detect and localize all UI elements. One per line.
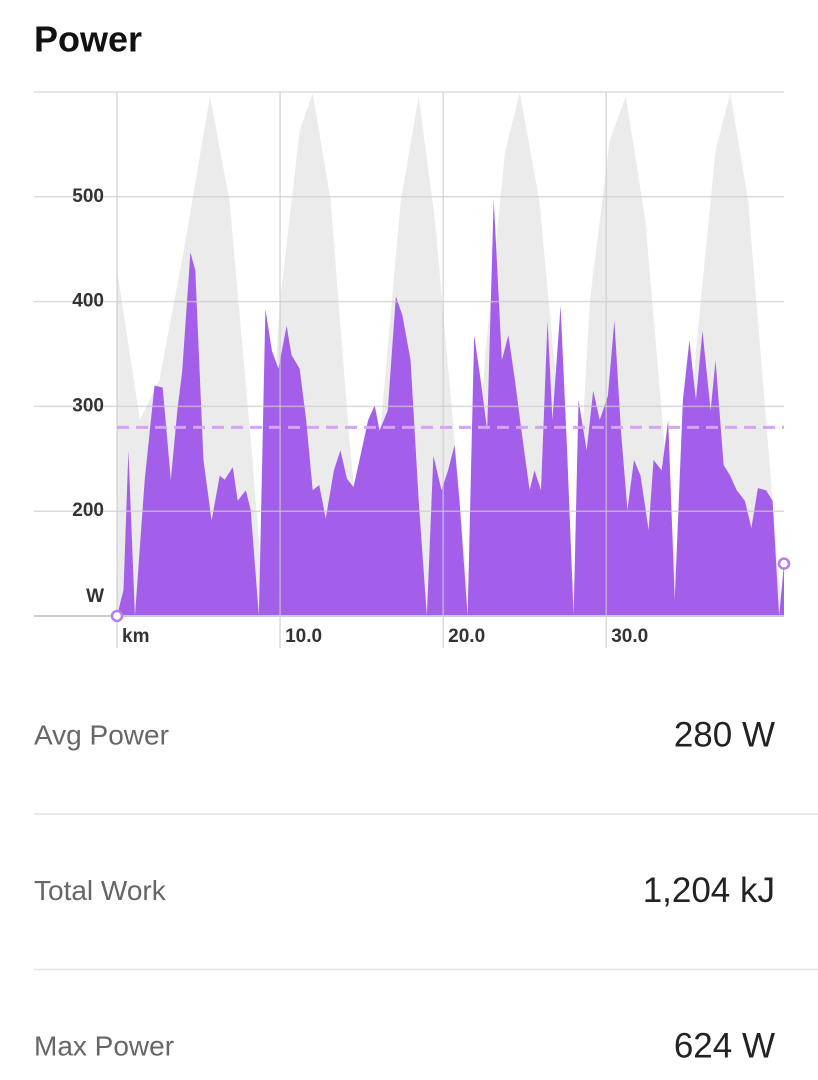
y-tick-label: 300	[72, 395, 104, 416]
y-tick-label: 500	[72, 186, 104, 207]
x-tick-label: 30.0	[611, 626, 648, 647]
end-marker	[110, 609, 124, 623]
y-tick-label: 200	[72, 500, 104, 521]
stat-value: 624 W	[674, 1026, 775, 1065]
x-tick-label: km	[122, 626, 149, 647]
y-axis-label: W	[86, 586, 104, 607]
x-tick-label: 20.0	[448, 626, 485, 647]
stat-label: Total Work	[34, 875, 167, 906]
stat-label: Avg Power	[34, 719, 169, 750]
stat-value: 280 W	[674, 715, 775, 754]
x-tick-label: 10.0	[285, 626, 322, 647]
y-tick-label: 400	[72, 291, 104, 312]
section-title: Power	[34, 19, 142, 60]
end-marker	[777, 557, 791, 570]
stat-value: 1,204 kJ	[643, 871, 775, 910]
stat-label: Max Power	[34, 1030, 174, 1061]
